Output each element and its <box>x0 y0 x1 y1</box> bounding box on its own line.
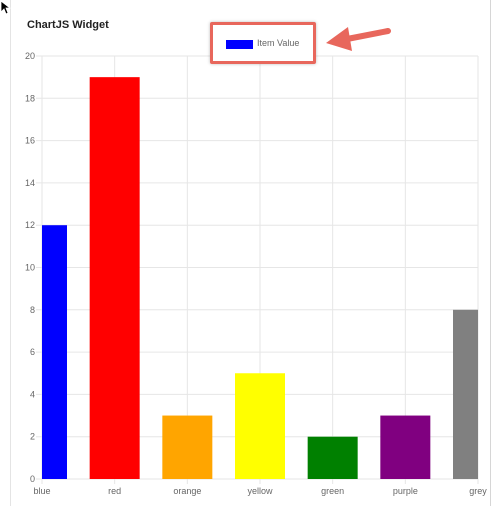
widget-right-border <box>490 0 491 506</box>
x-tick-label-blue: blue <box>33 486 50 496</box>
bar-purple <box>380 415 431 479</box>
widget-title: ChartJS Widget <box>27 19 109 31</box>
annotation-arrow-head <box>326 27 352 51</box>
y-tick-label: 6 <box>30 347 35 357</box>
x-tick-label-purple: purple <box>393 486 418 496</box>
legend-label-item-value: Item Value <box>257 38 300 48</box>
bar-orange <box>162 415 213 479</box>
widget-left-border <box>10 0 11 506</box>
bar-green <box>307 436 358 479</box>
annotation-arrow-icon <box>326 27 391 51</box>
bar-red <box>89 77 140 480</box>
mouse-pointer-icon <box>0 0 12 15</box>
legend-swatch-item-value <box>226 40 253 49</box>
y-tick-label: 20 <box>25 51 35 61</box>
y-tick-label: 2 <box>30 432 35 442</box>
x-tick-label-grey: grey <box>469 486 487 496</box>
y-tick-label: 0 <box>30 474 35 484</box>
bar-yellow <box>235 373 285 479</box>
y-tick-label: 10 <box>25 263 35 273</box>
x-tick-label-yellow: yellow <box>247 486 273 496</box>
chart-legend[interactable]: Item Value <box>210 22 316 64</box>
y-tick-label: 16 <box>25 136 35 146</box>
x-tick-label-green: green <box>321 486 344 496</box>
x-tick-label-red: red <box>108 486 121 496</box>
y-tick-label: 8 <box>30 305 35 315</box>
y-tick-label: 14 <box>25 178 35 188</box>
y-tick-label: 18 <box>25 93 35 103</box>
y-tick-label: 4 <box>30 389 35 399</box>
bar-grey <box>453 309 478 479</box>
y-tick-label: 12 <box>25 220 35 230</box>
bar-blue <box>42 225 67 479</box>
x-tick-label-orange: orange <box>173 486 201 496</box>
